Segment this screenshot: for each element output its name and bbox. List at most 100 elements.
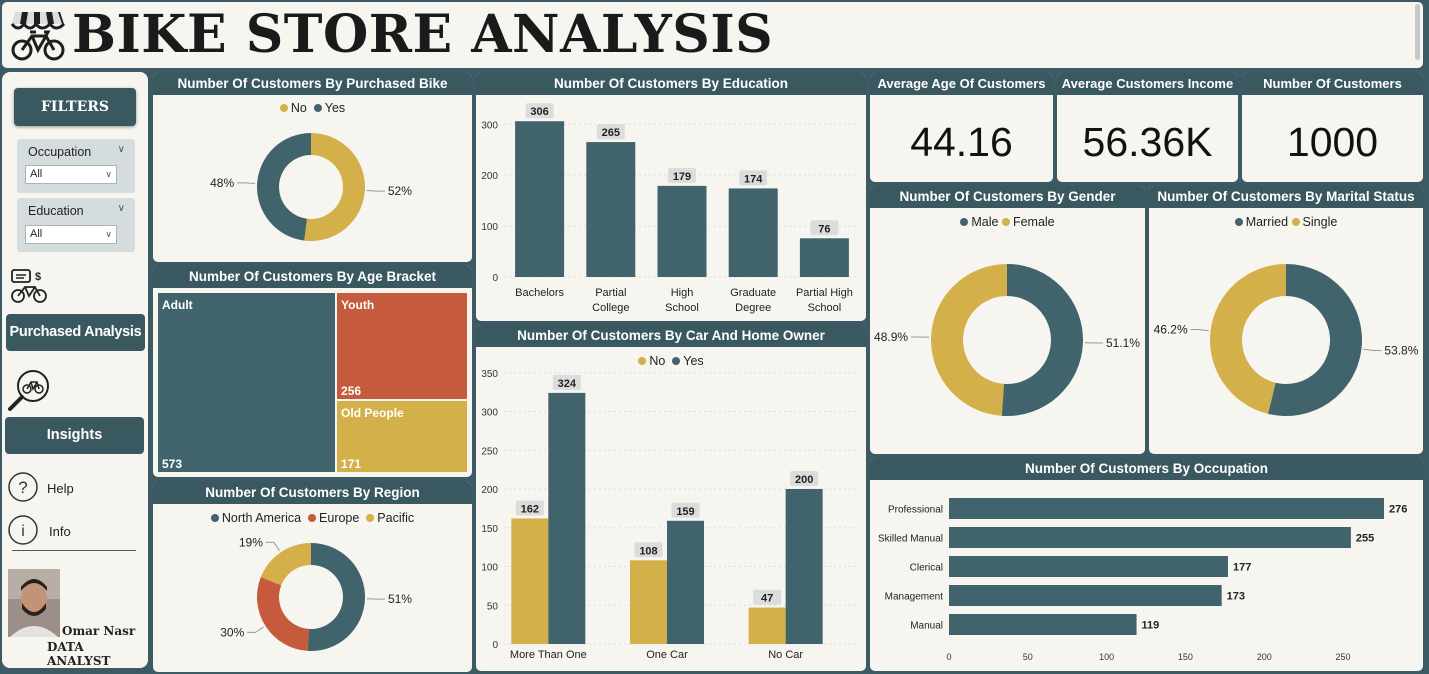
occupation-slicer[interactable]: Occupation ∨ All ∨: [17, 139, 135, 193]
pie-slice: [257, 577, 309, 651]
data-label-bg: [525, 103, 554, 119]
chevron-down-icon[interactable]: ∨: [117, 203, 125, 214]
treemap-value: 573: [162, 457, 183, 471]
bar: [949, 498, 1384, 519]
legend-label: Yes: [683, 354, 704, 368]
avg-age-value: 44.16: [910, 119, 1013, 165]
bike-search-icon: [8, 370, 49, 411]
chevron-down-icon[interactable]: ∨: [105, 229, 112, 239]
insights-button[interactable]: Insights: [5, 417, 144, 454]
info-link[interactable]: Info: [49, 524, 71, 539]
bar: [949, 585, 1222, 606]
data-label-bg: [668, 167, 696, 183]
region-legend: North America Europe Pacific: [153, 511, 472, 525]
region-donut: 51% 30% 19%: [220, 535, 412, 651]
education-bar-chart: 0 100 200 300 306 Bachelors 265 Partial College 1…: [481, 103, 860, 314]
education-dropdown[interactable]: All ∨: [25, 225, 117, 244]
help-link[interactable]: Help: [47, 481, 74, 496]
pie-slice: [260, 543, 311, 586]
pie-slice: [304, 133, 366, 241]
category-label: No Car: [768, 649, 803, 661]
tick-label: 350: [481, 369, 498, 380]
purchased-analysis-button[interactable]: Purchased Analysis: [6, 314, 145, 351]
category-label: High: [671, 287, 694, 299]
data-label: 179: [673, 171, 691, 183]
data-label: 51.1%: [1106, 336, 1140, 350]
purchased-legend: No Yes: [153, 101, 472, 115]
bar: [748, 607, 786, 644]
occupation-panel: Number Of Customers By Occupation Profes…: [870, 458, 1423, 671]
data-label-bg: [552, 374, 581, 390]
bar: [949, 527, 1351, 548]
legend-swatch: [960, 218, 969, 226]
education-title: Number Of Customers By Education: [476, 73, 866, 95]
treemap-tile: Youth 256: [337, 293, 467, 400]
legend-label: Yes: [324, 101, 346, 115]
num-customers-value: 1000: [1286, 119, 1379, 165]
category-label: Partial: [595, 287, 626, 299]
region-title: Number Of Customers By Region: [153, 482, 472, 504]
data-label: 200: [795, 474, 813, 486]
tick-label: 200: [481, 171, 498, 182]
pie-slice: [1001, 264, 1083, 416]
profile-name: Omar Nasr: [62, 624, 136, 638]
tick-label: 0: [946, 652, 951, 662]
tick-label: 200: [481, 485, 498, 496]
pie-slice: [257, 133, 311, 241]
gender-title: Number Of Customers By Gender: [870, 186, 1145, 208]
category-label: Professional: [888, 505, 943, 516]
treemap-label: Old People: [341, 406, 404, 421]
legend-label: Single: [1302, 215, 1338, 229]
tick-label: 150: [481, 524, 498, 535]
treemap-tile: Adult 573: [158, 293, 336, 472]
bar: [667, 520, 704, 644]
tick-label: 300: [481, 120, 498, 131]
info-icon[interactable]: i: [8, 515, 40, 547]
data-label: 162: [521, 503, 539, 515]
chevron-down-icon[interactable]: ∨: [117, 144, 125, 155]
data-label: 76: [818, 223, 830, 235]
chevron-down-icon[interactable]: ∨: [105, 169, 112, 179]
bike-store-icon: [10, 12, 66, 61]
category-label: School: [665, 302, 699, 314]
data-label-bg: [810, 220, 839, 236]
education-slicer-label: Education: [28, 204, 84, 218]
car-home-panel: Number Of Customers By Car And Home Owne…: [476, 325, 866, 671]
occupation-dropdown-value: All: [30, 168, 43, 180]
legend-label: North America: [221, 511, 302, 525]
avg-income-title: Average Customers Income: [1057, 73, 1238, 95]
bar: [657, 185, 707, 277]
treemap-value: 256: [341, 384, 362, 399]
svg-text:?: ?: [18, 478, 27, 497]
age-treemap: Adult 573 Youth 256 Old People 171: [158, 293, 467, 472]
leader-line: [1363, 348, 1382, 351]
legend-swatch: [366, 514, 375, 522]
legend-label: Europe: [319, 511, 360, 525]
purchase-bike-icon: $: [11, 269, 47, 303]
tick-label: 0: [492, 640, 498, 651]
tick-label: 200: [1257, 652, 1272, 662]
leader-line: [237, 182, 256, 184]
help-icon[interactable]: ?: [8, 472, 40, 504]
legend-swatch: [1291, 218, 1300, 226]
education-slicer[interactable]: Education ∨ All ∨: [17, 198, 135, 252]
scrollbar[interactable]: [1415, 4, 1420, 60]
data-label: 48.9%: [874, 330, 908, 344]
data-label: 174: [744, 173, 763, 185]
tick-label: 100: [481, 222, 498, 233]
marital-panel: Number Of Customers By Marital Status Ma…: [1149, 186, 1423, 454]
category-label: Bachelors: [515, 287, 564, 299]
legend-swatch: [210, 514, 219, 522]
occupation-dropdown[interactable]: All ∨: [25, 165, 117, 184]
bar: [728, 188, 778, 277]
purchased-bike-title: Number Of Customers By Purchased Bike: [153, 73, 472, 95]
avg-age-card: Average Age Of Customers 44.16: [870, 73, 1053, 182]
data-label: 276: [1389, 504, 1407, 516]
pie-slice: [307, 543, 365, 651]
marital-legend: Married Single: [1149, 215, 1423, 229]
category-label: College: [592, 302, 629, 314]
legend-swatch: [672, 357, 681, 365]
filters-label: FILTERS: [14, 88, 136, 126]
bar: [511, 518, 549, 644]
tick-label: 100: [481, 563, 498, 574]
